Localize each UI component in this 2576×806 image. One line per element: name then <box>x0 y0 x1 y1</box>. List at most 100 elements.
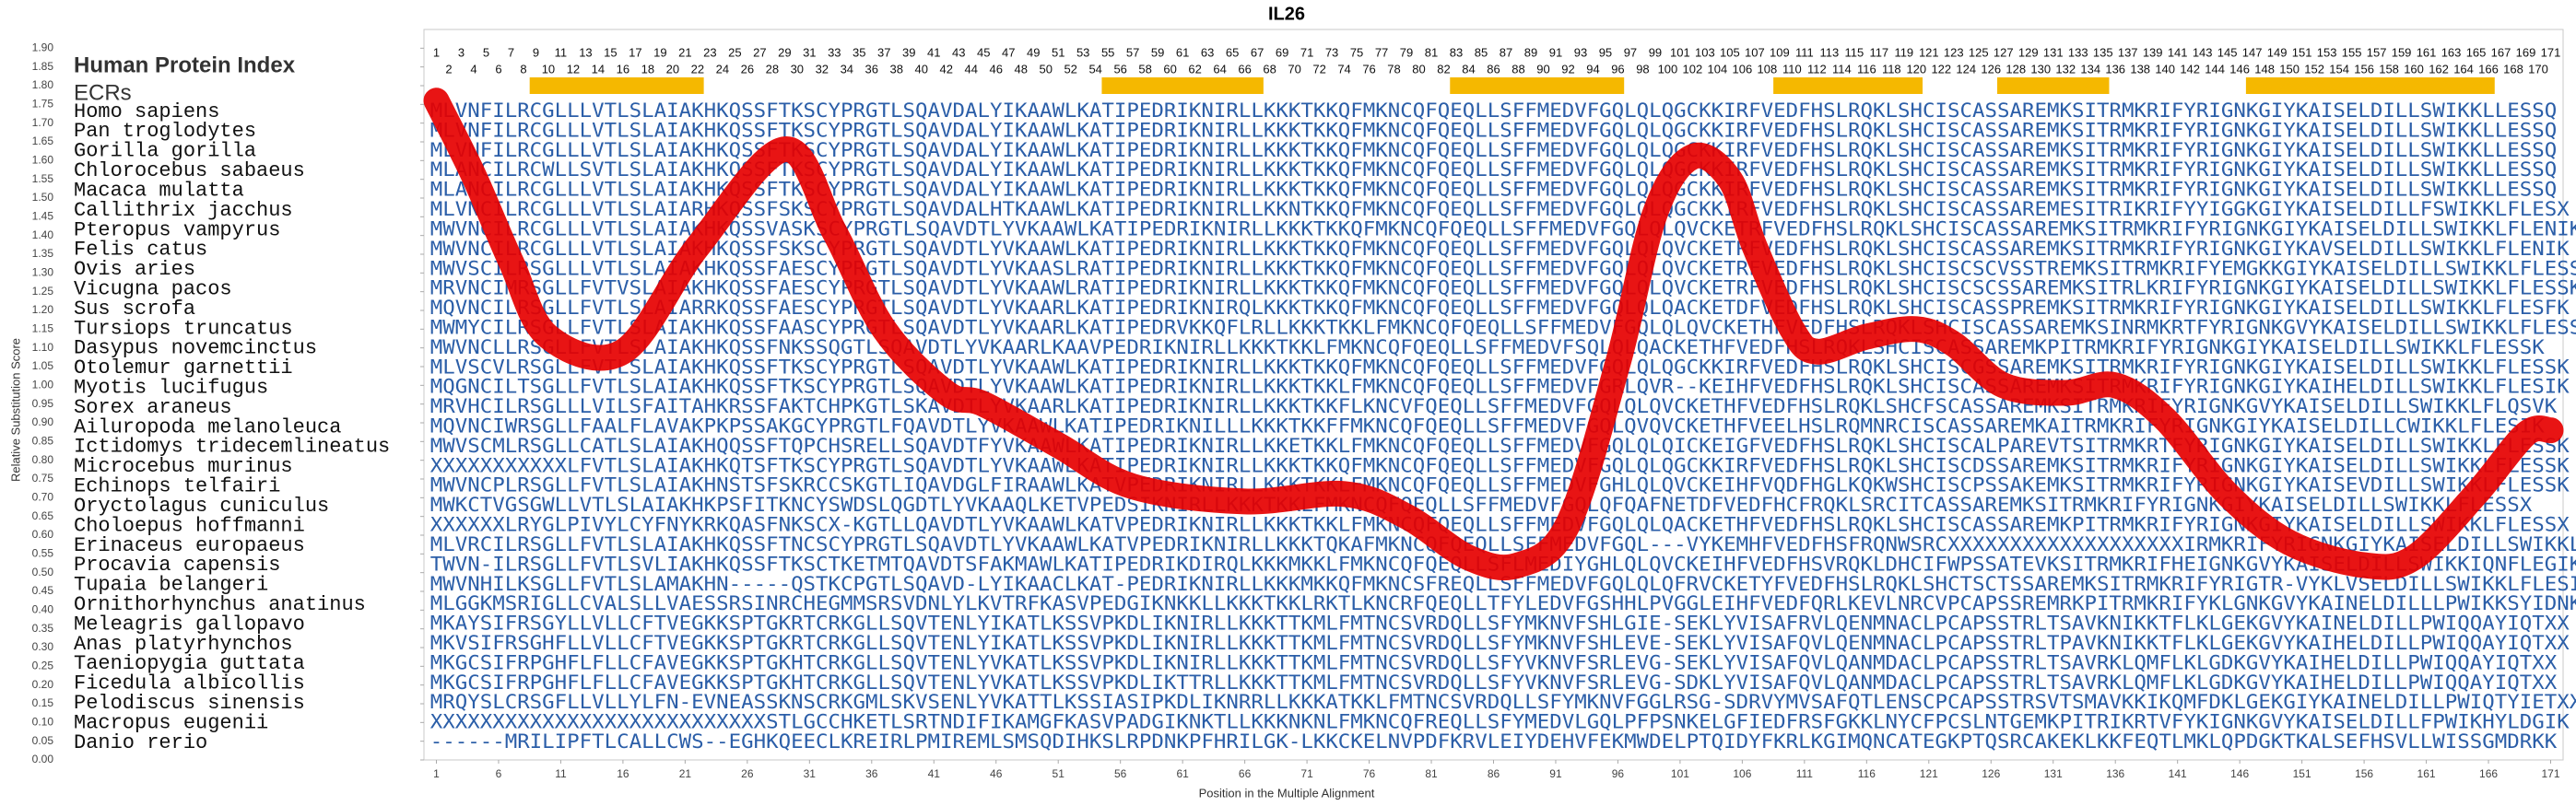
y-tick-label: 1.40 <box>32 228 54 241</box>
protein-index: 100 <box>1658 62 1678 76</box>
protein-index: 17 <box>629 45 641 59</box>
protein-index: 141 <box>2168 45 2188 59</box>
y-tick-label: 0.75 <box>32 472 54 485</box>
protein-index: 44 <box>965 62 978 76</box>
protein-index: 7 <box>508 45 514 59</box>
y-tick-label: 0.45 <box>32 584 54 597</box>
x-tick-label: 11 <box>555 767 567 780</box>
x-tick-label: 71 <box>1300 767 1313 780</box>
protein-index: 33 <box>828 45 841 59</box>
y-tick-label: 0.70 <box>32 491 54 504</box>
species-name: Tursiops truncatus <box>74 317 293 340</box>
protein-index: 24 <box>716 62 729 76</box>
protein-index: 42 <box>940 62 953 76</box>
x-tick-label: 106 <box>1733 767 1751 780</box>
protein-index: 129 <box>2018 45 2039 59</box>
y-tick-label: 1.30 <box>32 266 54 279</box>
sequence: MRVHCILRSGLLLVILSFAITAHKRSSFAKTCHPKGTLSK… <box>430 395 2558 417</box>
protein-index: 108 <box>1758 62 1778 76</box>
protein-index: 27 <box>753 45 766 59</box>
sequence: MKVSIFRSGHFLLVLLCFTVEGKKSPTGKRTCRKGLLSQV… <box>430 632 2570 654</box>
protein-index: 126 <box>1981 62 2001 76</box>
protein-index: 55 <box>1101 45 1114 59</box>
protein-index: 90 <box>1536 62 1549 76</box>
protein-index: 94 <box>1586 62 1599 76</box>
protein-index: 164 <box>2453 62 2474 76</box>
protein-index: 22 <box>691 62 704 76</box>
y-tick-label: 1.55 <box>32 172 54 185</box>
protein-index: 35 <box>853 45 865 59</box>
x-tick-label: 156 <box>2355 767 2373 780</box>
x-axis-label: Position in the Multiple Alignment <box>1199 786 1375 800</box>
species-name: Vicugna pacos <box>74 277 232 300</box>
protein-index: 47 <box>1002 45 1015 59</box>
species-name: Pan troglodytes <box>74 120 256 143</box>
protein-index: 79 <box>1400 45 1413 59</box>
protein-index: 23 <box>703 45 716 59</box>
protein-index: 113 <box>1819 45 1839 59</box>
protein-index: 161 <box>2417 45 2437 59</box>
protein-index: 156 <box>2354 62 2374 76</box>
x-tick-label: 96 <box>1612 767 1625 780</box>
protein-index: 36 <box>865 62 878 76</box>
sequence: MKGCSIFRPGHFLFLLCFAVEGKKSPTGKHTCRKGLLSQV… <box>430 672 2558 694</box>
protein-index: 101 <box>1670 45 1690 59</box>
protein-index: 159 <box>2392 45 2412 59</box>
protein-index: 87 <box>1500 45 1512 59</box>
species-name: Danio rerio <box>74 731 207 754</box>
y-tick-label: 1.10 <box>32 341 54 354</box>
protein-index: 45 <box>977 45 990 59</box>
species-name: Chlorocebus sabaeus <box>74 159 305 182</box>
protein-index: 59 <box>1151 45 1164 59</box>
sequence: MLGGKMSRIGLLCVALSLLVAESSRSINRCHEGMMSRSVD… <box>430 592 2576 614</box>
protein-index: 117 <box>1869 45 1888 59</box>
protein-index: 145 <box>2217 45 2238 59</box>
x-tick-label: 171 <box>2541 767 2559 780</box>
y-tick-label: 1.75 <box>32 98 54 111</box>
y-tick-label: 1.90 <box>32 41 54 54</box>
protein-index: 158 <box>2379 62 2399 76</box>
protein-index: 144 <box>2205 62 2225 76</box>
protein-index: 143 <box>2193 45 2213 59</box>
protein-index: 68 <box>1263 62 1276 76</box>
protein-index: 118 <box>1882 62 1901 76</box>
y-tick-label: 0.05 <box>32 734 54 747</box>
x-tick-label: 101 <box>1671 767 1689 780</box>
protein-index: 29 <box>778 45 791 59</box>
ecr-title: ECRs <box>74 80 132 105</box>
protein-index: 63 <box>1201 45 1214 59</box>
x-tick-label: 46 <box>990 767 1003 780</box>
x-tick-label: 56 <box>1114 767 1127 780</box>
protein-index: 30 <box>791 62 804 76</box>
sequence: XXXXXXLRYGLPIVYLCYFNYKRKQASFNKSCX-KGTLLQ… <box>430 514 2570 536</box>
protein-index: 2 <box>445 62 452 76</box>
protein-index: 155 <box>2342 45 2362 59</box>
species-name: Sus scrofa <box>74 298 195 321</box>
protein-index: 5 <box>483 45 489 59</box>
species-name: Tupaia belangeri <box>74 574 268 597</box>
y-tick-label: 0.55 <box>32 547 54 560</box>
index-title: Human Protein Index <box>74 53 296 77</box>
protein-index: 137 <box>2118 45 2138 59</box>
protein-index: 91 <box>1549 45 1562 59</box>
protein-index: 136 <box>2105 62 2125 76</box>
protein-index: 157 <box>2367 45 2387 59</box>
protein-index: 133 <box>2068 45 2088 59</box>
x-tick-label: 21 <box>679 767 692 780</box>
species-name: Ictidomys tridecemlineatus <box>74 436 390 459</box>
protein-index: 171 <box>2541 45 2561 59</box>
score-line <box>423 88 2564 581</box>
x-tick-label: 151 <box>2293 767 2311 780</box>
protein-index: 168 <box>2503 62 2523 76</box>
protein-index: 78 <box>1387 62 1400 76</box>
protein-index: 149 <box>2267 45 2288 59</box>
sequence: MLANCILRCGLLLVTLSLAIAKHKQSSFTKSCYPRGTLSQ… <box>430 179 2558 201</box>
x-tick-label: 86 <box>1488 767 1500 780</box>
y-tick-label: 1.60 <box>32 154 54 167</box>
protein-index: 15 <box>604 45 617 59</box>
sequence: MWVNCPLRSGLLFVTLSLAIAKHNSTSFSKRCCSKGTLIQ… <box>430 474 2570 496</box>
protein-index: 132 <box>2055 62 2076 76</box>
y-axis-label: Relative Substitution Score <box>8 338 22 482</box>
protein-index: 148 <box>2254 62 2275 76</box>
